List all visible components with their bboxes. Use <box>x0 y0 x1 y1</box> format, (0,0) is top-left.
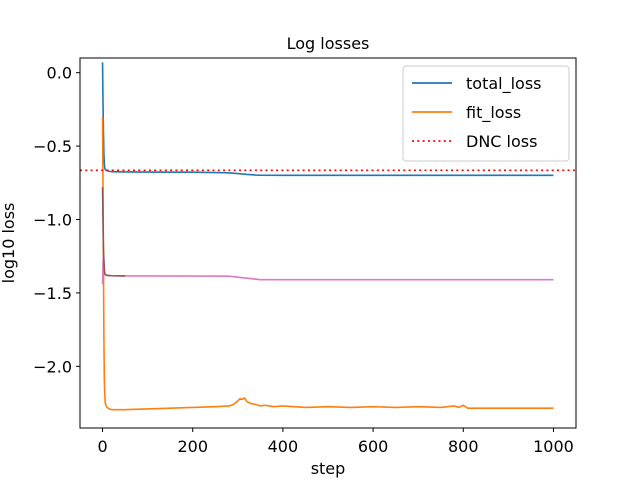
chart-title: Log losses <box>287 34 370 53</box>
legend-label: total_loss <box>466 74 542 94</box>
y-tick-label: −1.5 <box>33 284 72 303</box>
y-tick-label: 0.0 <box>47 64 72 83</box>
series-line-total_loss <box>101 62 554 177</box>
series-line-unlabeled-3 <box>101 187 126 277</box>
x-axis-title: step <box>311 459 346 478</box>
y-tick-label: −1.0 <box>33 211 72 230</box>
x-tick-label: 0 <box>97 437 107 456</box>
y-axis-title: log10 loss <box>0 203 18 284</box>
plot-frame <box>79 57 577 429</box>
legend: total_loss fit_loss DNC loss <box>402 65 570 162</box>
x-tick-label: 800 <box>448 437 479 456</box>
x-tick-label: 200 <box>177 437 208 456</box>
legend-box <box>402 65 570 162</box>
x-tick-label: 400 <box>268 437 299 456</box>
legend-label: fit_loss <box>466 103 521 123</box>
axes-layer: 0 200 400 600 800 1000 0.0 −0.5 −1.0 −1.5 −2.0 <box>33 57 577 456</box>
y-tick-label: −2.0 <box>33 357 72 376</box>
y-tick-label: −0.5 <box>33 137 72 156</box>
series-line-fit_loss <box>101 116 554 411</box>
x-tick-label: 1000 <box>533 437 574 456</box>
legend-label: DNC loss <box>466 132 537 151</box>
series-line-unlabeled-2 <box>101 255 554 285</box>
lines-layer <box>80 62 576 411</box>
x-tick-label: 600 <box>358 437 389 456</box>
